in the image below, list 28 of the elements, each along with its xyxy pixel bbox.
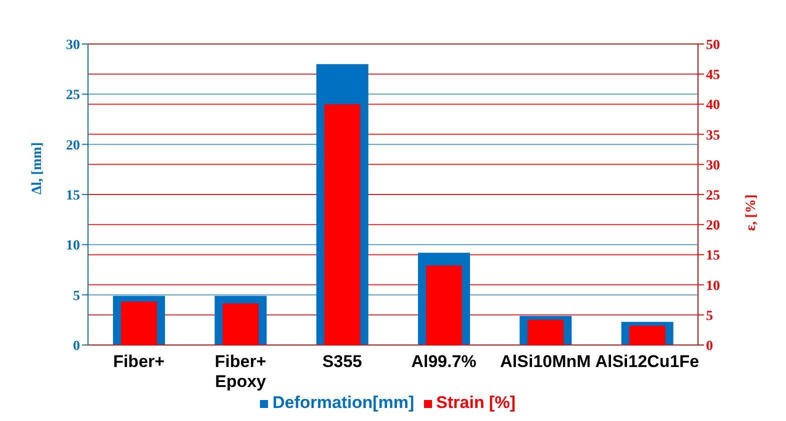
y-tick-label: 20 xyxy=(66,138,80,154)
x-tick-label: Al99.7% xyxy=(411,352,476,371)
y-axis-title: Δl, [mm] xyxy=(30,142,45,194)
y-tick-label: 10 xyxy=(66,238,80,254)
y2-tick-label: 30 xyxy=(706,158,720,174)
y-tick-label: 0 xyxy=(73,338,80,354)
y2-tick-label: 20 xyxy=(706,218,720,234)
y2-tick-label: 15 xyxy=(706,248,720,264)
y2-tick-label: 40 xyxy=(706,98,720,114)
y2-tick-label: 5 xyxy=(706,308,713,324)
legend-label: Strain [%] xyxy=(436,393,516,412)
y-tick-label: 30 xyxy=(66,38,80,53)
x-tick-label: Fiber+ xyxy=(113,352,165,371)
y-tick-label: 5 xyxy=(73,288,80,304)
y2-tick-label: 50 xyxy=(706,38,720,53)
legend-label: Deformation[mm] xyxy=(272,393,414,412)
y2-tick-label: 10 xyxy=(706,278,720,294)
x-tick-label: S355 xyxy=(322,352,362,371)
x-tick-label: AlSi10MnM xyxy=(500,352,591,371)
y-tick-label: 25 xyxy=(66,88,80,104)
y2-axis-title: ε, [%] xyxy=(744,194,759,231)
x-tick-label: Fiber+ Epoxy xyxy=(214,352,267,391)
y-tick-label: 15 xyxy=(66,188,80,204)
y2-tick-label: 35 xyxy=(706,128,720,144)
y2-tick-label: 45 xyxy=(706,68,720,84)
y2-tick-label: 0 xyxy=(706,338,713,354)
y2-tick-label: 25 xyxy=(706,188,720,204)
x-tick-label: AlSi12Cu1Fe xyxy=(595,352,700,371)
